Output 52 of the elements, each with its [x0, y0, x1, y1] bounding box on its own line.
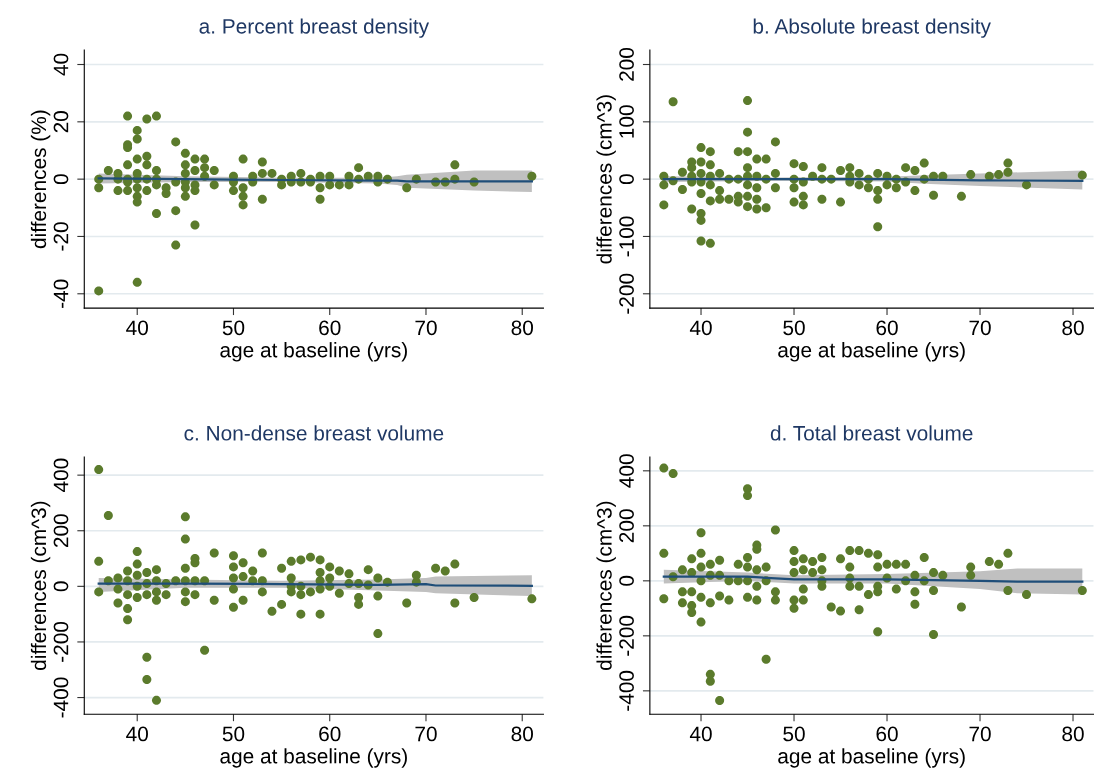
x-tick-label: 60 — [319, 726, 341, 742]
chart-title: d. Total breast volume — [770, 425, 973, 441]
x-tick-label: 40 — [126, 320, 148, 336]
y-tick-label: 400 — [53, 458, 69, 493]
y-tick-label: -100 — [619, 216, 634, 257]
x-tick-label: 40 — [126, 726, 148, 742]
x-tick-label: 80 — [511, 320, 534, 336]
y-tick-label: 200 — [619, 509, 634, 543]
x-tick-label: 70 — [969, 726, 991, 742]
x-tick-label: 80 — [1062, 726, 1084, 742]
x-tick-label: 60 — [876, 726, 898, 742]
x-tick-label: 50 — [222, 320, 245, 336]
x-tick-label: 60 — [319, 320, 341, 336]
y-tick-label: -400 — [53, 677, 69, 718]
y-tick-label: 40 — [53, 53, 69, 76]
y-tick-label: -200 — [619, 615, 634, 656]
y-tick-label: 0 — [53, 581, 69, 592]
x-tick-label: 50 — [222, 726, 245, 742]
chart-title: c. Non-dense breast volume — [184, 425, 444, 441]
x-axis-title: age at baseline (yrs) — [220, 748, 407, 768]
x-tick-label: 50 — [783, 320, 805, 336]
x-axis-title: age at baseline (yrs) — [778, 342, 965, 362]
y-axis-title: differences (%) — [30, 110, 51, 249]
y-tick-label: 100 — [619, 105, 634, 138]
x-tick-label: 70 — [415, 726, 437, 742]
x-axis-title: age at baseline (yrs) — [220, 342, 407, 362]
y-tick-label: 400 — [619, 454, 634, 488]
y-tick-label: 0 — [53, 174, 69, 185]
x-tick-label: 70 — [969, 320, 991, 336]
chart-title: a. Percent breast density — [199, 18, 430, 38]
x-tick-label: 40 — [689, 320, 712, 336]
y-tick-label: 0 — [619, 174, 634, 185]
y-tick-label: 200 — [619, 47, 634, 81]
chart-title: b. Absolute breast density — [753, 18, 991, 38]
x-tick-label: 80 — [511, 726, 534, 742]
y-tick-label: 0 — [619, 575, 634, 586]
x-tick-label: 60 — [876, 320, 898, 336]
y-axis-title: differences (cm^3) — [596, 95, 616, 264]
y-tick-label: -400 — [619, 670, 634, 711]
y-tick-label: 20 — [53, 111, 69, 133]
x-tick-label: 70 — [415, 320, 437, 336]
x-tick-label: 40 — [689, 726, 712, 742]
y-tick-label: -20 — [53, 222, 69, 251]
y-axis-title: differences (cm^3) — [596, 501, 616, 670]
y-tick-label: -200 — [53, 621, 69, 662]
x-tick-label: 50 — [783, 726, 805, 742]
y-tick-label: 200 — [53, 514, 69, 548]
y-tick-label: -40 — [53, 279, 69, 308]
y-axis-title: differences (cm^3) — [30, 501, 51, 670]
x-axis-title: age at baseline (yrs) — [778, 748, 965, 768]
x-tick-label: 80 — [1062, 320, 1084, 336]
y-tick-label: -200 — [619, 273, 634, 314]
